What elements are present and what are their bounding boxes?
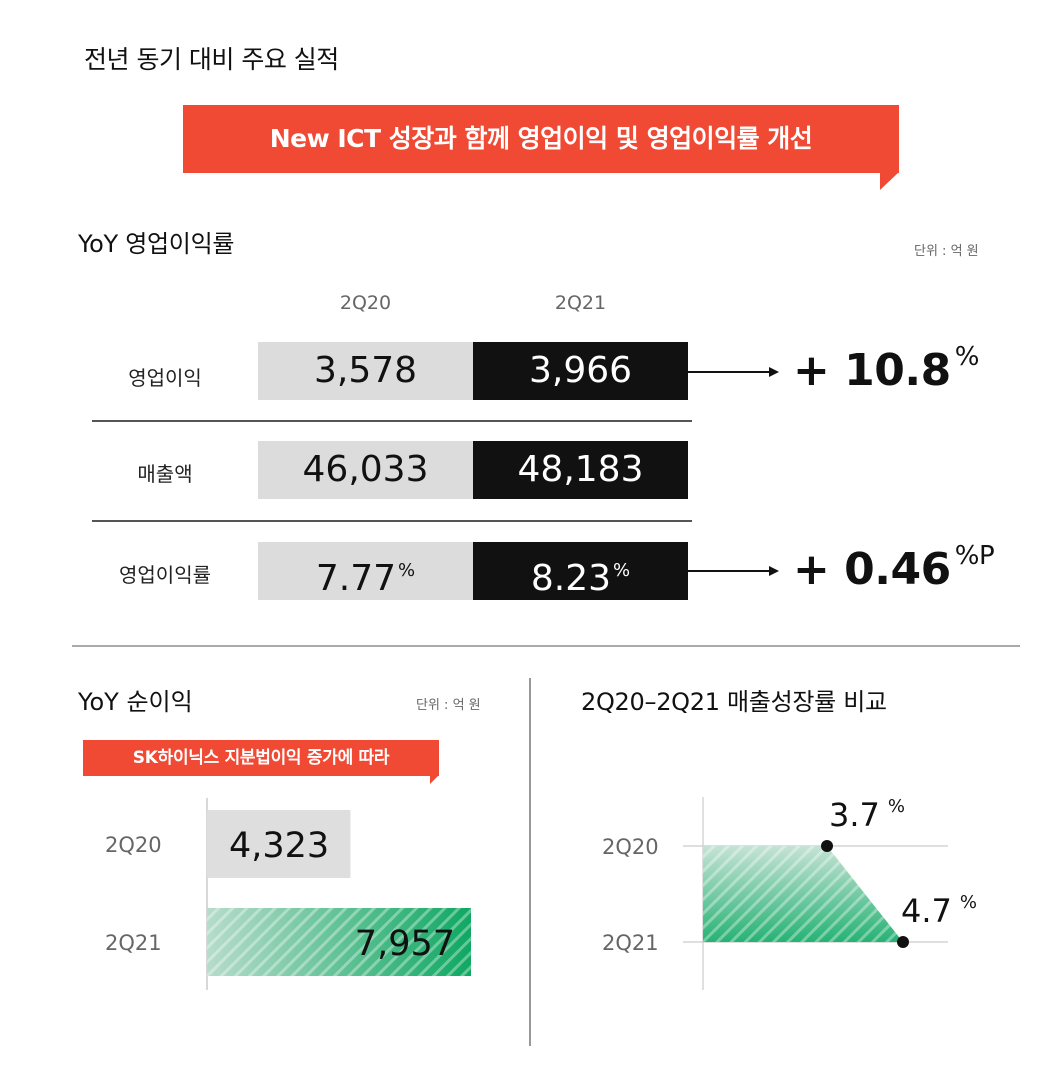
data-value-label: 3.7 bbox=[829, 796, 880, 834]
row-divider bbox=[92, 420, 692, 422]
data-value-unit: % bbox=[888, 796, 905, 817]
banner-tail bbox=[880, 172, 899, 190]
data-value-unit: % bbox=[960, 892, 977, 913]
value: 8.23 bbox=[530, 558, 612, 599]
cell-revenue-curr: 48,183 bbox=[473, 441, 688, 499]
row-label-operating-profit: 영업이익 bbox=[128, 366, 202, 390]
bar-value-label: 7,957 bbox=[355, 924, 455, 964]
data-point bbox=[821, 840, 833, 852]
change-unit: %P bbox=[954, 541, 995, 571]
arrow-line bbox=[688, 371, 770, 373]
value: 46,033 bbox=[302, 449, 429, 490]
net-income-bar-chart: 2Q20 4,323 2Q21 7,957 bbox=[105, 798, 471, 990]
row-label-revenue: 매출액 bbox=[137, 462, 193, 486]
section-title-net-income: YoY 순이익 bbox=[78, 688, 193, 716]
change-operating-profit: + 10.8% bbox=[793, 342, 979, 396]
change-value: + 10.8 bbox=[793, 345, 951, 396]
change-unit: % bbox=[954, 342, 980, 372]
row-divider bbox=[92, 520, 692, 522]
value: 48,183 bbox=[517, 449, 644, 490]
change-operating-margin: + 0.46 %P bbox=[793, 541, 995, 595]
column-header-prev: 2Q20 bbox=[339, 292, 392, 314]
section-title-growth: 2Q20–2Q21 매출성장률 비교 bbox=[581, 688, 887, 716]
section-title-yoy-margin: YoY 영업이익률 bbox=[78, 230, 235, 258]
bar-2q20 bbox=[207, 810, 351, 878]
category-label: 2Q21 bbox=[602, 931, 659, 955]
section-divider bbox=[72, 645, 1020, 647]
arrow-right-icon bbox=[769, 566, 779, 576]
cell-operating-profit-curr: 3,966 bbox=[473, 342, 688, 400]
unit-label: 단위 : 억 원 bbox=[914, 244, 979, 259]
arrow-right-icon bbox=[769, 367, 779, 377]
growth-area-chart: 2Q20 2Q21 3.7 % 4.7% bbox=[602, 796, 977, 990]
value: 3,578 bbox=[313, 350, 418, 391]
data-value-label: 4.7 bbox=[901, 892, 952, 930]
value-unit: % bbox=[398, 560, 416, 581]
arrow-line bbox=[688, 570, 770, 572]
growth-area-stripes bbox=[703, 846, 903, 942]
data-point bbox=[897, 936, 909, 948]
cell-operating-margin-prev: 7.77% bbox=[258, 542, 473, 600]
category-label: 2Q20 bbox=[602, 835, 659, 859]
bar-2q21-stripes bbox=[207, 908, 471, 976]
callout-tail bbox=[430, 775, 439, 784]
bar-value-label: 4,323 bbox=[229, 826, 329, 866]
column-divider bbox=[529, 678, 531, 1046]
cell-operating-margin-curr: 8.23% bbox=[473, 542, 688, 600]
headline-banner bbox=[183, 105, 899, 173]
value: 7.77 bbox=[315, 558, 397, 599]
headline-banner-text: New ICT 성장과 함께 영업이익 및 영업이익률 개선 bbox=[269, 124, 813, 153]
callout-banner-text: SK하이닉스 지분법이익 증가에 따라 bbox=[132, 748, 390, 768]
value-unit: % bbox=[613, 560, 631, 581]
change-value: + 0.46 bbox=[793, 544, 951, 595]
callout-banner bbox=[83, 740, 439, 776]
cell-operating-profit-prev: 3,578 bbox=[258, 342, 473, 400]
page-title: 전년 동기 대비 주요 실적 bbox=[84, 45, 339, 74]
value: 3,966 bbox=[528, 350, 633, 391]
bar-category-label: 2Q20 bbox=[105, 833, 162, 857]
bar-category-label: 2Q21 bbox=[105, 931, 162, 955]
row-label-operating-margin: 영업이익률 bbox=[119, 563, 211, 587]
cell-revenue-prev: 46,033 bbox=[258, 441, 473, 499]
unit-label: 단위 : 억 원 bbox=[416, 698, 481, 713]
column-header-curr: 2Q21 bbox=[554, 292, 607, 314]
